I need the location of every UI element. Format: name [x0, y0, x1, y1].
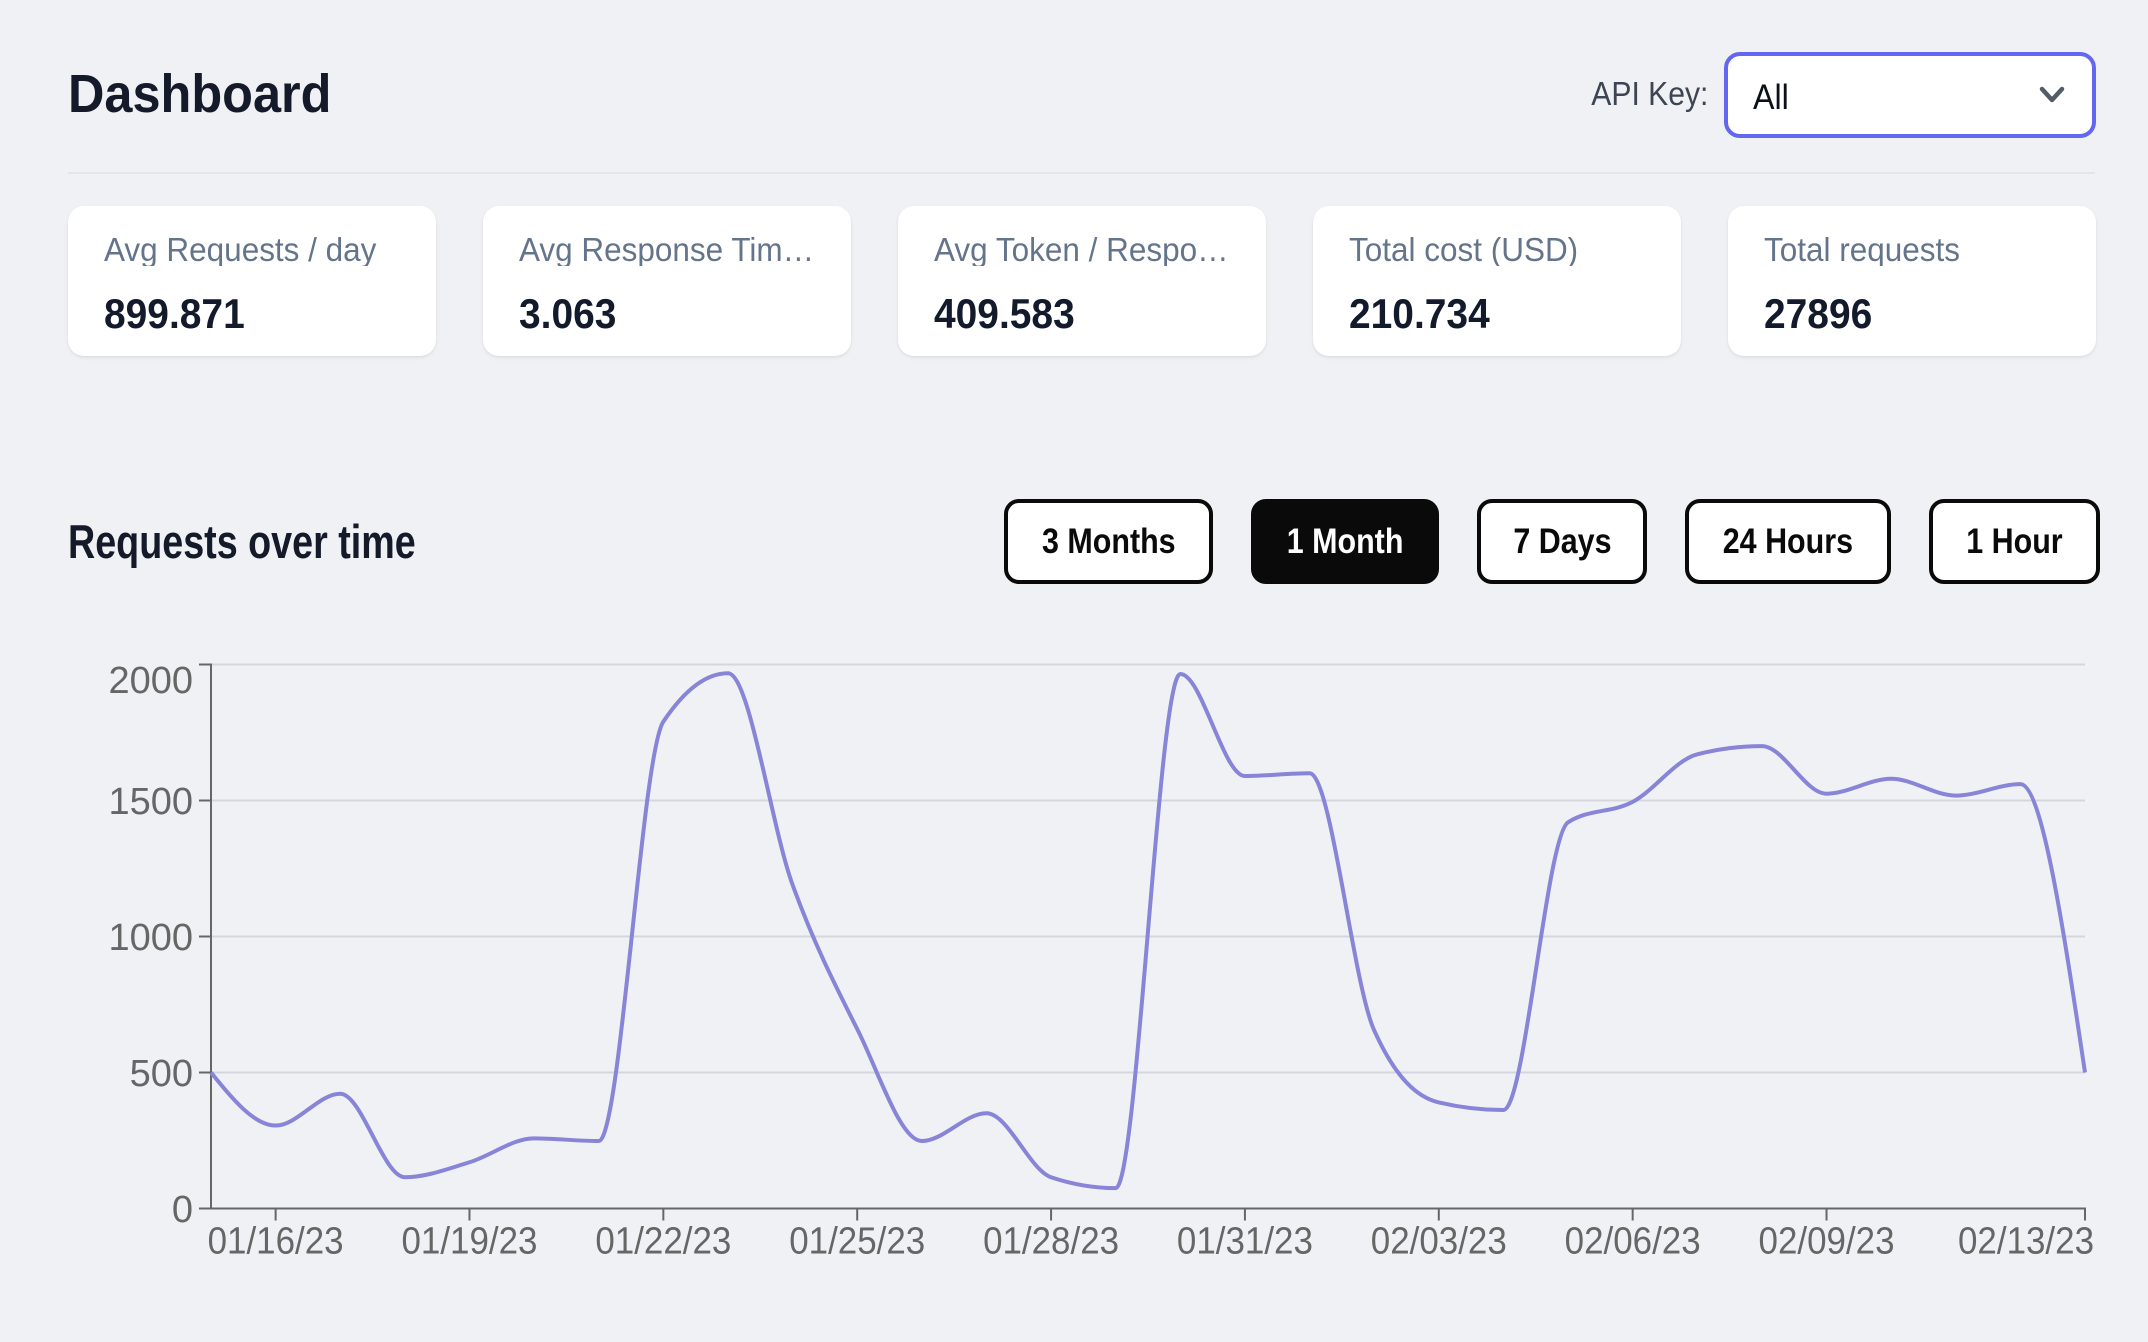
x-tick-label: 02/03/23	[1371, 1221, 1507, 1263]
stat-card-avg-token: Avg Token / Respo… 409.583	[898, 206, 1266, 356]
x-tick-label: 02/09/23	[1759, 1221, 1895, 1263]
x-tick-label: 01/19/23	[401, 1221, 537, 1263]
y-tick-label: 1500	[108, 781, 193, 823]
range-button-24-hours[interactable]: 24 Hours	[1685, 499, 1891, 584]
stat-card-value: 409.583	[934, 290, 1075, 337]
stat-card-total-requests: Total requests 27896	[1728, 206, 2096, 356]
x-tick-label: 02/06/23	[1565, 1221, 1701, 1263]
stat-cards: Avg Requests / day 899.871 Avg Response …	[68, 206, 2096, 356]
x-tick-label: 01/28/23	[983, 1221, 1119, 1263]
stat-card-value: 899.871	[104, 290, 245, 337]
stat-card-total-cost: Total cost (USD) 210.734	[1313, 206, 1681, 356]
y-tick-label: 500	[130, 1053, 193, 1095]
stat-card-avg-requests: Avg Requests / day 899.871	[68, 206, 436, 356]
x-tick-label: 01/22/23	[595, 1221, 731, 1263]
range-button-1-month[interactable]: 1 Month	[1251, 499, 1439, 584]
chevron-down-icon	[2039, 86, 2065, 103]
stat-card-value: 27896	[1764, 290, 1873, 337]
y-tick-label: 2000	[108, 660, 193, 702]
api-key-select[interactable]: All	[1724, 52, 2096, 138]
range-button-3-months[interactable]: 3 Months	[1004, 499, 1213, 584]
stat-card-label: Total cost (USD)	[1349, 233, 1579, 266]
x-tick-label: 01/31/23	[1177, 1221, 1313, 1263]
stat-card-label: Avg Token / Respo…	[934, 233, 1229, 266]
header-divider	[68, 172, 2095, 174]
requests-line	[209, 671, 2087, 1191]
api-key-selected-value: All	[1753, 77, 1789, 117]
stat-card-label: Total requests	[1764, 233, 1961, 266]
chart-section-title: Requests over time	[68, 515, 416, 568]
stat-card-value: 3.063	[519, 290, 617, 337]
stat-card-avg-response-time: Avg Response Tim… 3.063	[483, 206, 851, 356]
range-button-7-days[interactable]: 7 Days	[1477, 499, 1647, 584]
time-range-buttons: 3 Months 1 Month 7 Days 24 Hours 1 Hour	[1004, 499, 2100, 584]
y-tick-label: 1000	[108, 917, 193, 959]
page-title: Dashboard	[68, 64, 332, 124]
api-key-label: API Key:	[1590, 75, 1708, 112]
stat-card-label: Avg Response Tim…	[519, 233, 815, 266]
range-button-1-hour[interactable]: 1 Hour	[1929, 499, 2100, 584]
x-tick-label: 01/25/23	[789, 1221, 925, 1263]
x-tick-label: 02/13/23	[1958, 1221, 2094, 1263]
y-tick-label: 0	[172, 1189, 193, 1231]
requests-line-chart: 0 500 1000 1500 2000 01/16/23 01/19/23 01/22/23…	[108, 660, 2094, 1263]
stat-card-value: 210.734	[1349, 290, 1490, 337]
stat-card-label: Avg Requests / day	[104, 233, 377, 266]
x-tick-label: 01/16/23	[208, 1221, 344, 1263]
